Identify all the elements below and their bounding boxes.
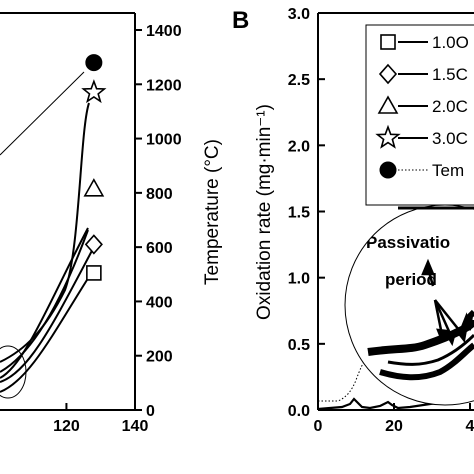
legend-label: 1.5C (432, 65, 468, 84)
b-y-tick-label: 2.0 (288, 138, 310, 155)
panel-a-right-axis-label: Temperature (°C) (202, 139, 223, 285)
b-y-tick-label: 1.0 (288, 271, 310, 288)
panel-a: 0 200 400 600 800 1000 1200 1400 120 140 Tempera… (0, 12, 223, 435)
panel-a-x-ticks: 120 140 (53, 403, 149, 435)
legend-star-marker (375, 124, 401, 149)
legend-label: Tem (432, 161, 464, 180)
a-diamond-marker (84, 234, 103, 255)
legend-label: 1.0O (432, 33, 469, 52)
zoom-arrows (421, 258, 468, 347)
panel-b-label: B (232, 7, 249, 34)
a-right-tick-label: 1400 (146, 23, 182, 40)
panel-b-zoom-inset: Passivatio period (344, 204, 474, 406)
a-right-tick-label: 1200 (146, 77, 182, 94)
panel-b-y-ticks: 0.0 0.5 1.0 1.5 2.0 2.5 3.0 (288, 6, 325, 420)
legend-label: 2.0C (432, 97, 468, 116)
a-star-marker (81, 79, 107, 104)
b-x-tick-label: 20 (385, 418, 403, 435)
panel-b-baseline-trace (317, 396, 474, 411)
legend-triangle-marker (377, 95, 399, 114)
a-x-tick-label: 140 (122, 418, 149, 435)
b-y-tick-label: 3.0 (288, 6, 310, 23)
b-x-tick-label: 0 (314, 418, 323, 435)
b-y-tick-label: 0.5 (288, 337, 310, 354)
a-temperature-line (0, 71, 85, 156)
a-right-tick-label: 200 (146, 349, 173, 366)
a-right-tick-label: 600 (146, 240, 173, 257)
panel-a-right-ticks: 0 200 400 600 800 1000 1200 1400 (135, 23, 182, 420)
zoom-trace-3 (387, 333, 474, 366)
legend-diamond-marker (378, 63, 398, 85)
a-x-tick-label: 120 (53, 418, 80, 435)
a-circle-marker (85, 54, 103, 72)
panel-b-legend: 1.0O 1.5C 2.0C 3.0C Tem (365, 24, 474, 210)
panel-a-curves (0, 71, 96, 393)
legend-square-marker (380, 34, 396, 50)
b-x-tick-label: 4 (466, 418, 474, 435)
a-right-tick-label: 0 (146, 403, 155, 420)
a-triangle-marker (83, 178, 105, 197)
legend-label: 3.0C (432, 129, 468, 148)
panel-a-zoom-ellipse (0, 345, 27, 399)
annotation-period: period (385, 270, 437, 289)
panel-b: B Oxidation rate (mg·min⁻¹) 0.0 0.5 1.0 1.5… (232, 6, 474, 435)
a-curve (0, 102, 90, 363)
a-right-tick-label: 400 (146, 294, 173, 311)
b-y-tick-label: 0.0 (288, 403, 310, 420)
a-right-tick-label: 1000 (146, 132, 182, 149)
a-square-marker (86, 265, 102, 281)
legend-circle-marker (379, 161, 397, 179)
zoom-trace-2 (379, 342, 474, 381)
panel-b-temperature-dotted-line (318, 357, 367, 402)
panel-b-y-axis-label: Oxidation rate (mg·min⁻¹) (254, 104, 275, 320)
b-y-tick-label: 1.5 (288, 205, 310, 222)
a-curve (0, 227, 89, 379)
b-y-tick-label: 2.5 (288, 72, 310, 89)
a-curve (0, 271, 93, 393)
a-right-tick-label: 800 (146, 186, 173, 203)
zoom-trace-spike (459, 309, 474, 334)
panel-a-markers (81, 54, 107, 281)
annotation-passivation: Passivatio (366, 233, 450, 252)
a-curve (0, 244, 96, 383)
